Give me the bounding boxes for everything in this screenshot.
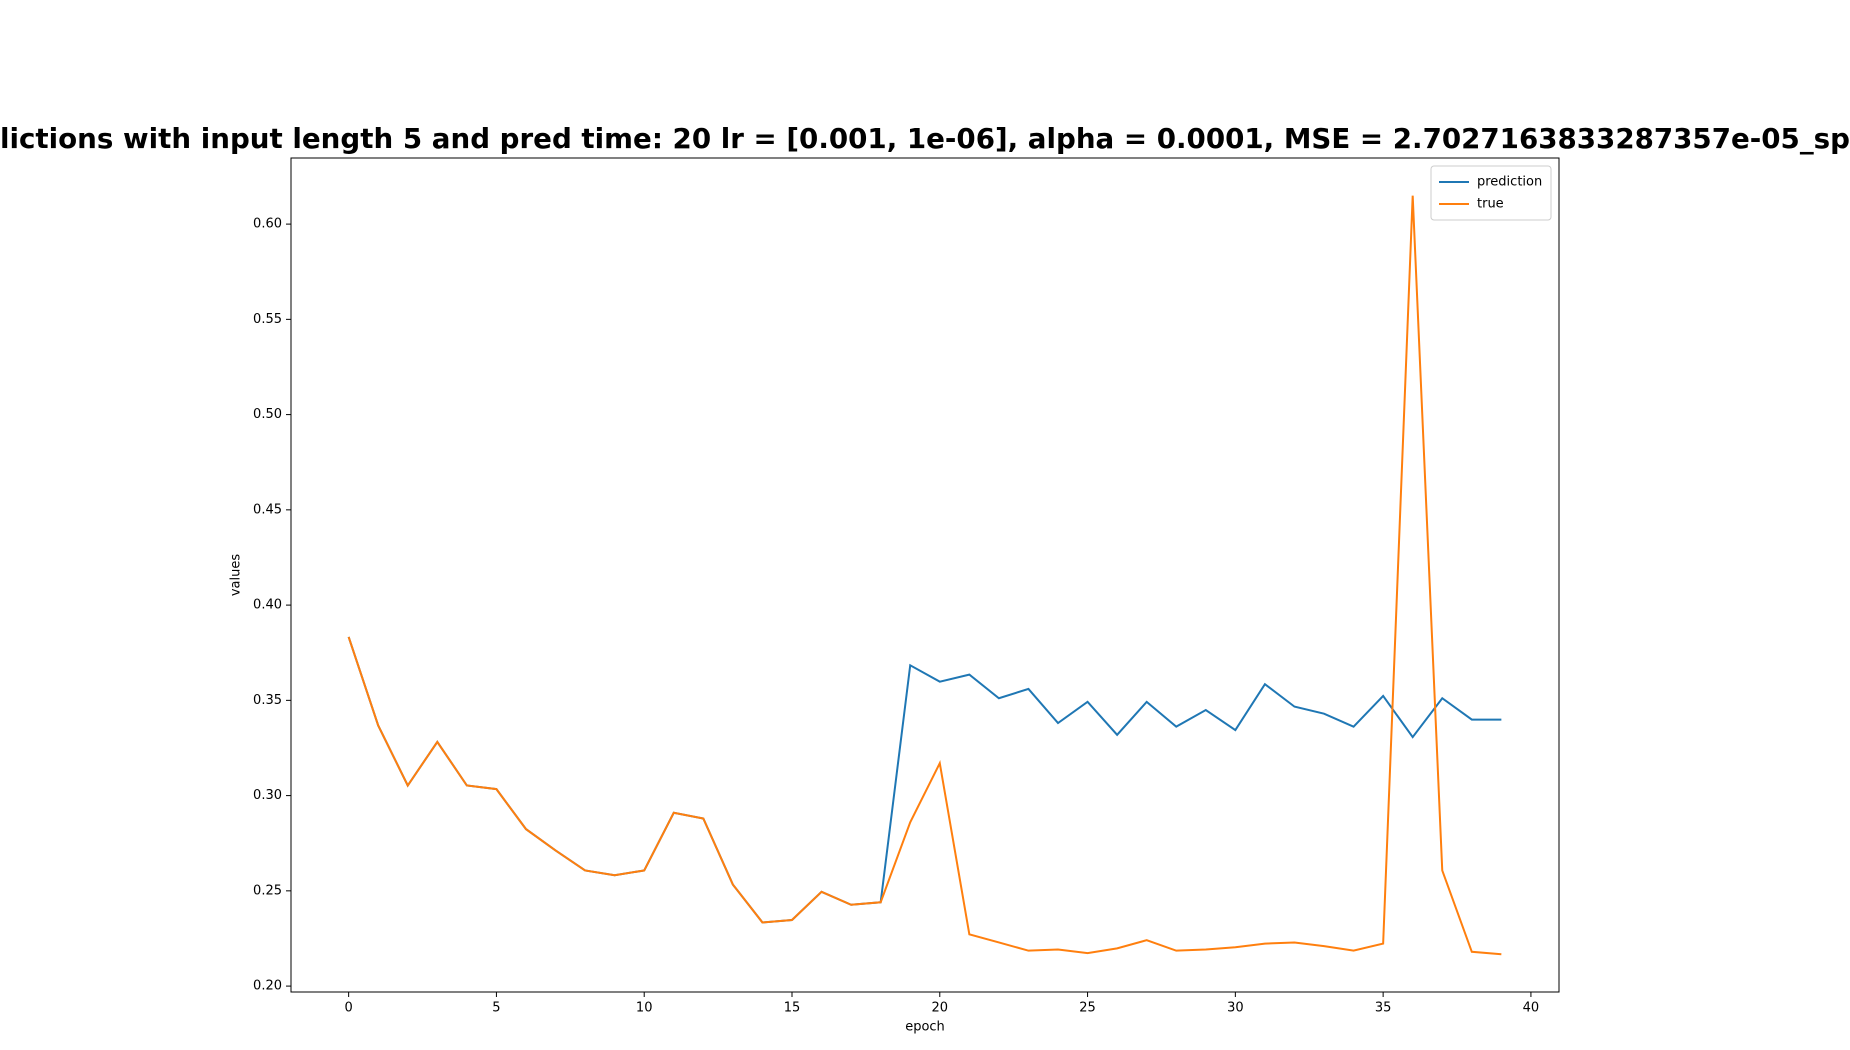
chart-title: lictions with input length 5 and pred ti… [0, 122, 1850, 155]
x-tick-label: 10 [636, 1001, 653, 1016]
y-tick-label: 0.40 [253, 598, 282, 613]
series-line [347, 195, 1502, 956]
x-tick-label: 30 [1227, 1001, 1244, 1016]
legend-box [1430, 165, 1552, 221]
x-tick-label: 5 [492, 1001, 500, 1016]
legend-label: true [1477, 197, 1504, 212]
y-tick-label: 0.35 [253, 693, 282, 708]
y-tick-label: 0.50 [253, 407, 282, 422]
y-tick-label: 0.45 [253, 502, 282, 517]
x-tick-label: 35 [1375, 1001, 1392, 1016]
plot-frame [290, 157, 1560, 993]
y-tick-label: 0.55 [253, 312, 282, 327]
x-tick-label: 25 [1079, 1001, 1096, 1016]
y-tick-label: 0.20 [253, 979, 282, 994]
x-axis-label: epoch [905, 1020, 945, 1035]
x-tick-label: 0 [344, 1001, 352, 1016]
x-tick-label: 40 [1523, 1001, 1540, 1016]
y-tick-label: 0.25 [253, 883, 282, 898]
y-tick-label: 0.60 [253, 217, 282, 232]
y-axis-label: values [229, 554, 244, 597]
x-tick-label: 20 [932, 1001, 949, 1016]
legend-label: prediction [1477, 175, 1542, 190]
x-tick-label: 15 [784, 1001, 801, 1016]
series-line [347, 636, 1502, 924]
y-tick-label: 0.30 [253, 788, 282, 803]
